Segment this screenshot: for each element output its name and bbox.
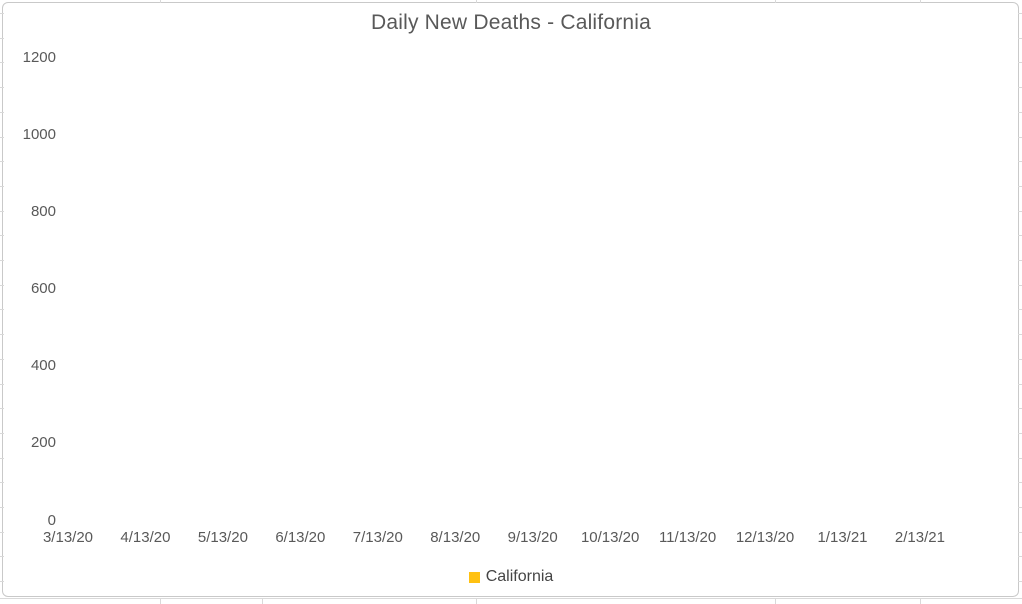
sheet-grid-stub — [1018, 210, 1022, 212]
sheet-grid-stub — [0, 482, 4, 484]
sheet-grid-stub — [1018, 37, 1022, 39]
sheet-grid-stub — [1018, 531, 1022, 533]
legend: California — [0, 566, 1022, 588]
y-tick-label-1200: 1200 — [22, 49, 56, 66]
x-tick-label-7/13/20: 7/13/20 — [352, 529, 403, 546]
x-tick-label-12/13/20: 12/13/20 — [735, 529, 795, 546]
sheet-grid-stub — [1018, 136, 1022, 138]
sheet-grid-stub — [0, 210, 4, 212]
sheet-grid-stub — [1018, 235, 1022, 237]
sheet-grid-stub — [1018, 13, 1022, 14]
sheet-grid-stub — [1018, 383, 1022, 385]
sheet-grid-stub — [0, 235, 4, 237]
sheet-grid-stub — [0, 284, 4, 286]
sheet-grid-stub — [1018, 507, 1022, 508]
x-tick-label-2/13/21: 2/13/21 — [894, 529, 945, 546]
sheet-grid-stub — [0, 432, 4, 434]
sheet-grid-stub — [1018, 161, 1022, 163]
sheet-grid-stub — [1018, 87, 1022, 89]
sheet-grid-stub — [0, 309, 4, 311]
sheet-grid-stub — [0, 383, 4, 385]
sheet-grid-stub — [1018, 432, 1022, 434]
sheet-grid-stub — [1018, 581, 1022, 583]
x-tick-label-11/13/20: 11/13/20 — [658, 529, 717, 546]
sheet-grid-stub — [0, 358, 4, 360]
x-tick-label-5/13/20: 5/13/20 — [197, 529, 248, 546]
sheet-grid-stub — [1018, 457, 1022, 459]
sheet-grid-stub — [160, 0, 161, 3]
sheet-grid-stub — [0, 334, 4, 336]
sheet-grid-stub — [1018, 482, 1022, 484]
x-tick-label-10/13/20: 10/13/20 — [580, 529, 640, 546]
sheet-grid-stub — [1018, 309, 1022, 311]
sheet-grid-stub — [1018, 62, 1022, 64]
sheet-grid-stub — [0, 62, 4, 64]
x-tick-label-6/13/20: 6/13/20 — [275, 529, 326, 546]
sheet-grid-stub — [0, 13, 4, 14]
sheet-grid-stub — [0, 457, 4, 459]
sheet-grid-stub — [1018, 185, 1022, 187]
legend-series-label: California — [485, 568, 554, 585]
x-tick-label-8/13/20: 8/13/20 — [430, 529, 481, 546]
sheet-grid-stub — [0, 408, 4, 410]
sheet-grid-stub — [1018, 358, 1022, 360]
sheet-grid-stub — [0, 111, 4, 113]
sheet-grid-stub — [920, 0, 921, 3]
y-tick-label-400: 400 — [30, 357, 56, 375]
y-tick-label-800: 800 — [30, 203, 56, 221]
sheet-grid-stub — [1018, 260, 1022, 261]
sheet-grid-stub — [476, 598, 477, 604]
sheet-grid-stub — [775, 0, 776, 3]
x-tick-label-4/13/20: 4/13/20 — [120, 529, 171, 546]
sheet-grid-stub — [1018, 111, 1022, 113]
sheet-grid-stub — [262, 598, 263, 604]
y-tick-label-600: 600 — [30, 280, 56, 298]
sheet-grid-stub — [0, 507, 4, 508]
sheet-grid-stub — [160, 598, 161, 604]
sheet-grid-stub — [0, 87, 4, 89]
chart-title: Daily New Deaths - California — [370, 11, 652, 34]
sheet-grid-stub — [1018, 556, 1022, 558]
sheet-grid-stub — [0, 185, 4, 187]
sheet-grid-stub — [775, 598, 776, 604]
sheet-grid-stub — [0, 597, 1022, 599]
x-tick-label-9/13/20: 9/13/20 — [507, 529, 558, 546]
sheet-grid-stub — [920, 598, 921, 604]
sheet-grid-stub — [0, 531, 4, 533]
sheet-grid-stub — [476, 0, 477, 3]
sheet-grid-stub — [0, 581, 4, 583]
sheet-grid-stub — [1018, 408, 1022, 410]
sheet-grid-stub — [0, 556, 4, 558]
sheet-grid-stub — [0, 37, 4, 39]
legend-swatch-icon — [468, 571, 480, 583]
x-tick-label-3/13/20: 3/13/20 — [42, 529, 94, 546]
x-tick-label-1/13/21: 1/13/21 — [817, 529, 868, 546]
y-tick-label-0: 0 — [47, 511, 56, 529]
y-tick-label-1000: 1000 — [22, 126, 56, 144]
y-tick-label-200: 200 — [30, 434, 56, 452]
sheet-grid-stub — [1018, 334, 1022, 336]
sheet-grid-stub — [0, 136, 4, 138]
sheet-grid-stub — [1018, 284, 1022, 286]
sheet-grid-stub — [0, 260, 4, 261]
sheet-grid-stub — [0, 161, 4, 163]
